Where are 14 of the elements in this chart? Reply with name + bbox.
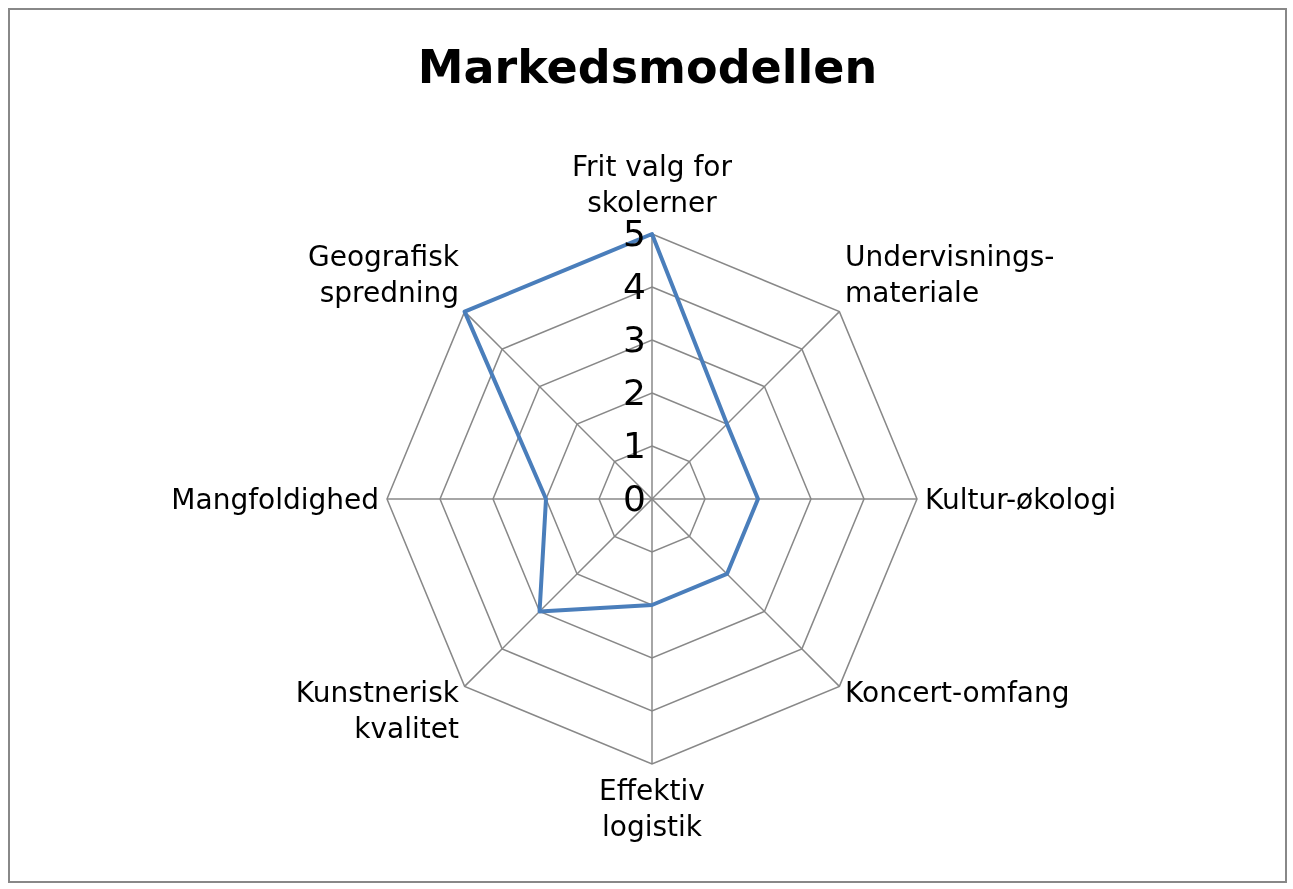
y-tick-label: 1 (623, 425, 646, 466)
chart-title: Markedsmodellen (416, 40, 879, 94)
spoke-label: Frit valg for skolerner (572, 150, 733, 219)
spoke-label: Effektiv logistik (599, 774, 705, 843)
spoke-label: Undervisnings-materiale (845, 239, 1055, 309)
y-tick-label: 0 (623, 478, 646, 519)
y-tick-label: 3 (623, 319, 646, 360)
spoke-label: Kultur-økologi (925, 483, 1116, 516)
y-tick-label: 2 (623, 372, 646, 413)
spoke-label: Mangfoldighed (171, 483, 379, 516)
spoke-label: Geografisk spredning (308, 239, 460, 309)
y-tick-label: 4 (623, 266, 646, 307)
spoke-label: Kunstnerisk kvalitet (295, 676, 460, 746)
spoke-label: Koncert-omfang (845, 676, 1070, 710)
